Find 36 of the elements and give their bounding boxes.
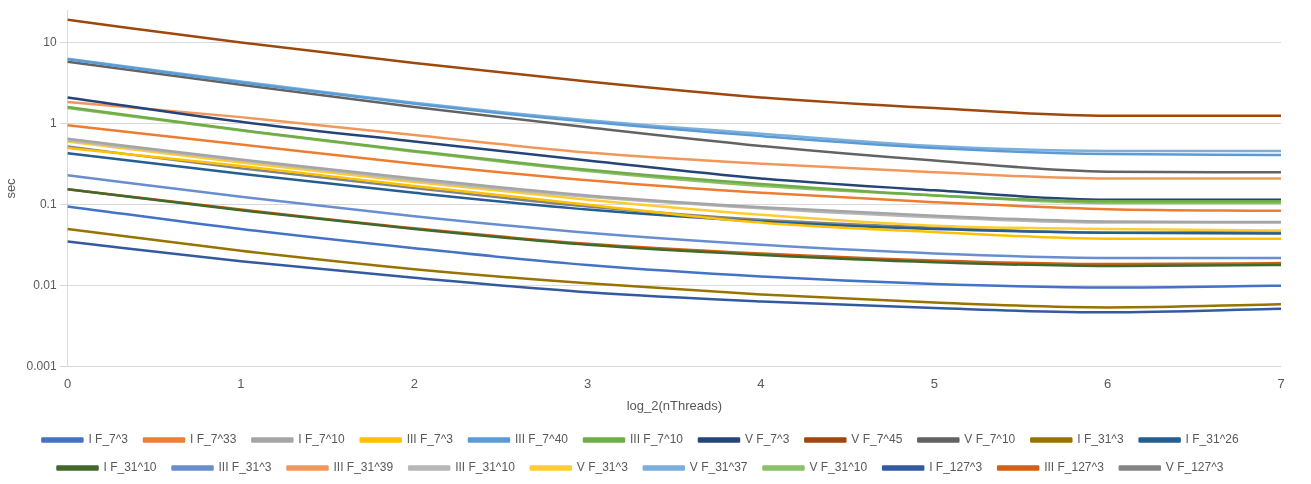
x-tick-label: 3 [584, 376, 592, 392]
x-tick-label: 4 [757, 376, 765, 392]
legend-label: V F_31^10 [809, 460, 868, 475]
x-tick-label: 6 [1104, 376, 1112, 392]
legend-label: I F_127^3 [929, 460, 983, 475]
legend-label: III F_31^39 [333, 460, 394, 475]
y-tick-label: 10 [43, 34, 57, 49]
legend-label: III F_7^40 [515, 432, 569, 447]
x-axis-title: log_2(nThreads) [626, 397, 723, 413]
legend-label: V F_7^45 [851, 432, 903, 447]
legend-label: V F_31^3 [576, 460, 629, 475]
legend-label: III F_7^3 [406, 432, 454, 447]
x-tick-label: 1 [237, 376, 245, 392]
legend-label: I F_7^33 [190, 432, 237, 447]
legend-label: III F_31^10 [455, 460, 516, 475]
legend-label: I F_31^26 [1185, 432, 1239, 447]
y-tick-label: 0.001 [26, 359, 57, 374]
legend-label: III F_7^10 [629, 432, 684, 447]
legend-label: I F_31^3 [1077, 432, 1124, 447]
legend-label: V F_7^3 [744, 432, 790, 447]
y-tick-label: 1 [49, 115, 57, 130]
y-axis-title: sec [3, 177, 19, 199]
y-tick-label: 0.01 [33, 278, 57, 293]
legend-label: V F_127^3 [1165, 460, 1224, 475]
x-tick-label: 5 [930, 376, 938, 392]
x-tick-label: 2 [410, 376, 418, 392]
legend-label: I F_7^10 [298, 432, 346, 447]
legend-label: I F_7^3 [88, 432, 129, 447]
legend-label: I F_31^10 [103, 460, 157, 475]
legend-label: III F_31^3 [218, 460, 272, 475]
x-tick-label: 0 [64, 376, 72, 392]
y-tick-label: 0.1 [39, 196, 57, 211]
legend-label: III F_127^3 [1044, 460, 1105, 475]
legend-label: V F_31^37 [689, 460, 748, 475]
x-tick-label: 7 [1277, 376, 1285, 392]
legend-label: V F_7^10 [964, 432, 1016, 447]
